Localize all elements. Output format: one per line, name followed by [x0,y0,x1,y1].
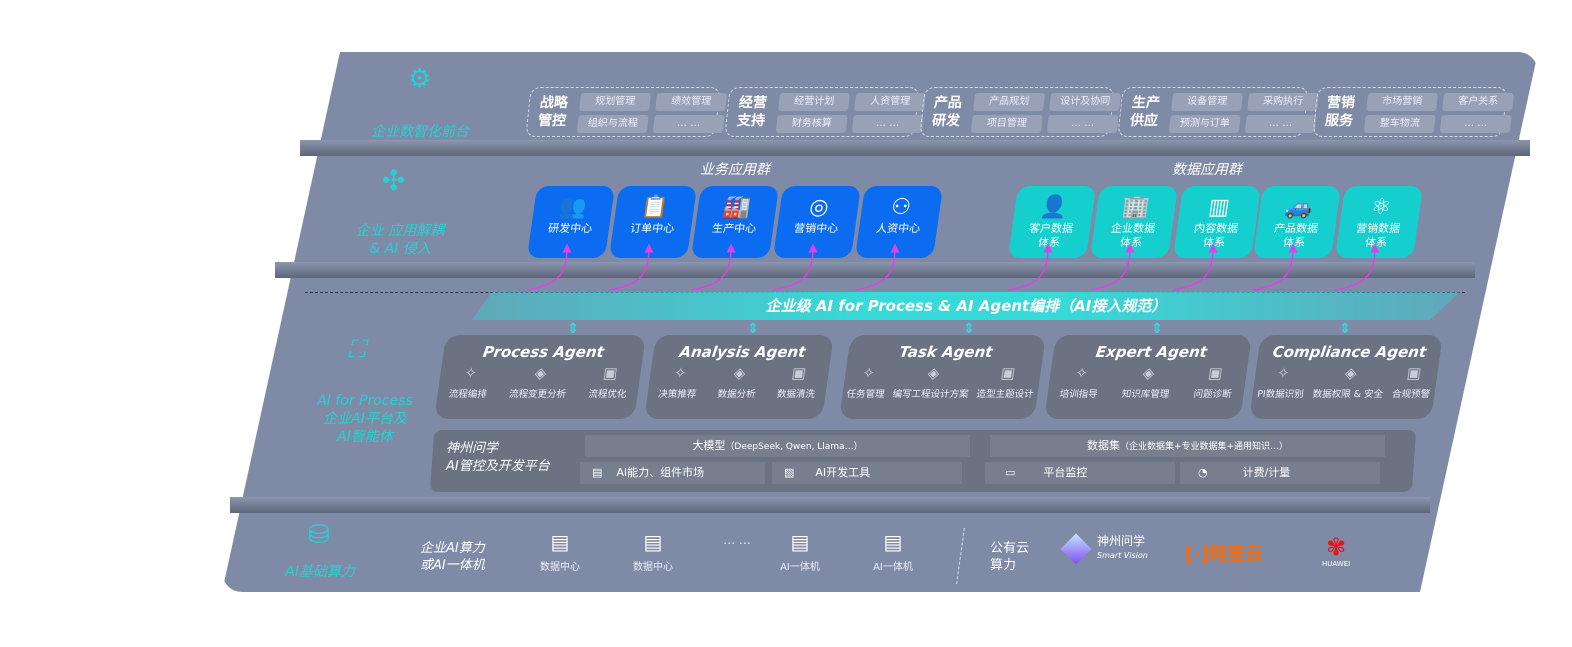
capability-icon: ✧ [861,364,877,382]
capability-icon: ◈ [1343,364,1358,382]
compute-node[interactable]: ▤ AI一体机 [775,530,825,573]
layer-infra-label: AI基础算力 [285,564,355,580]
huawei-petals-icon: ✾ [1326,533,1347,561]
agent-capability[interactable]: ◈ 数据权限 & 安全 [1312,364,1387,401]
public-cloud-label: 公有云 算力 [990,541,1030,573]
brain-icon: ⚙ [408,64,432,94]
connector-arrow [608,243,654,291]
data-apps-title: 数据应用群 [1172,162,1242,178]
layer-apps-label: 企业 应用解耦 & AI 侵入 [355,223,445,257]
capability-icon: ✧ [463,364,479,382]
capability-icon: ✧ [1074,364,1090,382]
aliyun-bracket-icon: [-] [1185,544,1209,565]
agent-capability[interactable]: ▣ 数据清洗 [776,364,819,401]
agent-capability[interactable]: ◈ 流程变更分析 [508,364,570,401]
capability-icon: ▣ [790,364,808,382]
business-apps-title: 业务应用群 [700,162,770,178]
connector-arrow [854,243,900,291]
divider [230,497,1430,513]
huawei-logo: ✾ HUAWEI [1322,533,1351,568]
server-icon: ▤ [790,530,810,554]
bidirectional-arrow-icon: ⇕ [747,321,759,337]
compute-node[interactable]: ▤ 数据中心 [628,530,678,573]
agent-capability[interactable]: ▣ 流程优化 [587,364,630,401]
network-icon: ✣ [382,164,406,197]
layer-ai-label: AI for Process 企业AI平台及 AI智能体 [317,393,413,445]
connector-arrow [1172,243,1218,291]
agent-card[interactable]: Compliance Agent ✧ PI数据识别 ◈ 数据权限 & 安全 ▣ 合规预警 [1249,335,1443,419]
server-icon: ▤ [550,530,570,554]
capability-icon: ▣ [1405,364,1423,382]
capability-icon: ✧ [672,364,688,382]
agent-card[interactable]: Analysis Agent ✧ 决策推荐 ◈ 数据分析 ▣ 数据清洗 [644,335,834,419]
agent-capability[interactable]: ◈ 知识库管理 [1121,364,1173,401]
face-scan-icon: ⛶ [348,335,365,363]
agent-card[interactable]: Process Agent ✧ 流程编排 ◈ 流程变更分析 ▣ 流程优化 [434,335,646,419]
tool-monitoring[interactable]: ▭ 平台监控 [985,462,1175,484]
connector-arrow [1089,243,1135,291]
capability-icon: ▣ [602,364,619,382]
capability-icon: ▣ [999,364,1017,382]
agent-capability[interactable]: ◈ 编写工程设计方案 [892,364,973,401]
dataset-bar: 数据集（企业数据集+专业数据集+通用知识…） [990,435,1385,457]
compute-node[interactable]: ▤ AI一体机 [868,530,918,573]
agent-card[interactable]: Expert Agent ✧ 培训指导 ◈ 知识库管理 ▣ 问题诊断 [1044,335,1252,419]
bidirectional-arrow-icon: ⇕ [1151,321,1163,337]
gauge-icon: ◔ [1198,466,1208,479]
bidirectional-arrow-icon: ⇕ [567,321,579,337]
connector-arrow [1252,243,1298,291]
agent-capability[interactable]: ◈ 数据分析 [717,364,760,401]
connector-arrow [1007,243,1053,291]
compute-node[interactable]: ▤ 数据中心 [535,530,585,573]
capability-icon: ✧ [1275,364,1291,382]
agent-capability[interactable]: ▣ 造型主题设计 [976,364,1038,401]
monitor-icon: ▭ [1005,466,1016,479]
bidirectional-arrow-icon: ⇕ [963,321,975,337]
agent-capability[interactable]: ✧ 培训指导 [1059,364,1102,401]
agent-capability[interactable]: ▣ 问题诊断 [1193,364,1236,401]
agent-capability[interactable]: ✧ 任务管理 [846,364,889,401]
diamond-logo-icon [1060,532,1092,565]
shenzhou-logo: 神州问学 Smart Vision [1060,532,1148,565]
orchestration-banner: 企业级 AI for Process & AI Agent编排（AI接入规范） [472,292,1460,320]
aliyun-logo: [-]阿里云 [1185,544,1263,565]
agent-capability[interactable]: ✧ 决策推荐 [657,364,700,401]
agent-card[interactable]: Task Agent ✧ 任务管理 ◈ 编写工程设计方案 ▣ 造型主题设计 [839,335,1046,419]
market-icon: ▤ [592,466,603,479]
agent-capability[interactable]: ✧ 流程编排 [448,364,491,401]
server-icon: ▤ [883,530,903,554]
database-icon: ⛁ [308,520,330,550]
capability-icon: ◈ [1141,364,1156,382]
private-compute-label: 企业AI算力 或AI一体机 [420,541,485,573]
capability-icon: ◈ [533,364,548,382]
capability-icon: ◈ [926,364,941,382]
layer-front-label: 企业数智化前台 [371,124,469,140]
bidirectional-arrow-icon: ⇕ [1339,321,1351,337]
tool-component-market[interactable]: ▤ AI能力、组件市场 [580,462,765,484]
connector-arrow [526,243,572,291]
capability-icon: ▣ [1207,364,1224,382]
agent-capability[interactable]: ✧ PI数据识别 [1256,364,1307,401]
divider [275,262,1475,278]
server-icon: ▤ [643,530,663,554]
ellipsis: … … [723,533,751,547]
agent-capability[interactable]: ▣ 合规预警 [1391,364,1434,401]
connector-arrow [690,243,736,291]
tool-billing[interactable]: ◔ 计费/计量 [1180,462,1380,484]
platform-title: 神州问学 AI管控及开发平台 [446,441,550,474]
connector-arrow [1334,243,1380,291]
connector-arrow [772,243,818,291]
divider [300,140,1530,156]
dev-tools-icon: ▧ [784,466,795,479]
model-bar: 大模型（DeepSeek, Qwen, Llama…） [585,435,970,457]
tool-dev-tools[interactable]: ▧ AI开发工具 [772,462,962,484]
capability-icon: ◈ [732,364,747,382]
